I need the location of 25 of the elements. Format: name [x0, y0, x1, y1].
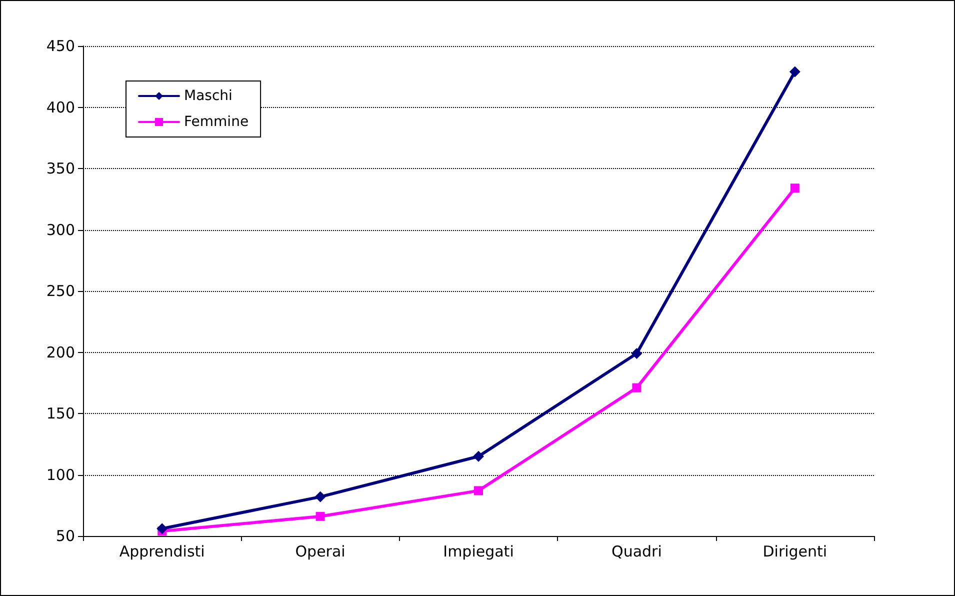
y-tick-label: 400: [46, 98, 75, 116]
point: [631, 348, 642, 359]
y-tick-label: 50: [56, 527, 75, 545]
point: [789, 66, 800, 78]
point: [474, 486, 483, 496]
y-tick-label: 300: [46, 220, 75, 239]
x-tick-label: Operai: [295, 542, 346, 560]
y-tick-label: 450: [46, 37, 75, 55]
x-tick-label: Apprendisti: [119, 542, 205, 560]
x-tick-label: Dirigenti: [762, 542, 828, 560]
point: [632, 383, 642, 392]
y-tick-label: 100: [46, 466, 75, 484]
point: [473, 450, 484, 462]
point: [790, 184, 800, 193]
point: [316, 512, 325, 521]
point: [156, 523, 168, 534]
y-tick-label: 200: [46, 343, 75, 362]
y-tick-label: 350: [46, 160, 75, 178]
legend-label: Maschi: [184, 88, 232, 104]
legend-label: Femmine: [184, 114, 249, 130]
y-tick-label: 150: [46, 404, 75, 422]
point: [314, 491, 326, 502]
x-tick-label: Impiegati: [443, 542, 514, 560]
x-tick-label: Quadri: [612, 542, 662, 560]
y-tick-label: 250: [46, 282, 75, 300]
